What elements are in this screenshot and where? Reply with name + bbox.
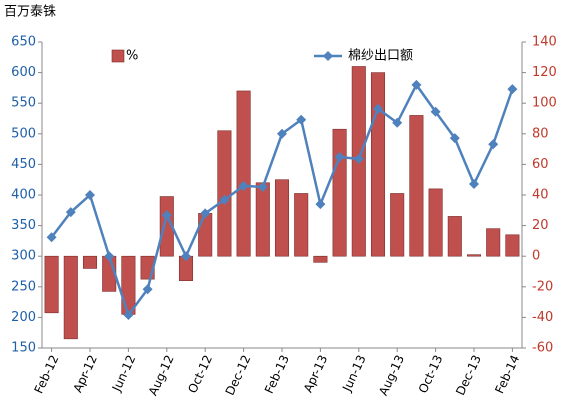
marker [181, 251, 191, 262]
x-tick-label: Feb-14 [492, 353, 522, 396]
bar [159, 196, 174, 257]
x-tick-label: Aug-12 [146, 353, 177, 398]
bar [236, 90, 251, 257]
y-tick-label: 250 [11, 279, 36, 294]
y-tick-label: 650 [11, 35, 36, 50]
marker [392, 117, 403, 128]
marker [449, 133, 460, 144]
y-axis-label: 百万泰铢 [4, 4, 56, 20]
bar [486, 228, 501, 257]
legend-label: 棉纱出口额 [348, 49, 413, 64]
y-tick-label: 350 [11, 218, 36, 233]
y2-tick-label: 140 [532, 35, 557, 50]
y-tick-label: 600 [11, 65, 36, 80]
bar [505, 234, 520, 257]
marker [65, 207, 76, 218]
bar [217, 130, 232, 257]
x-tick-label: Apr-12 [70, 353, 99, 395]
bar [274, 179, 290, 257]
bar [332, 128, 347, 257]
bar [409, 115, 424, 257]
bar [198, 213, 213, 257]
y2-tick-label: -60 [532, 341, 553, 356]
legend-label: % [126, 49, 138, 64]
marker [161, 210, 172, 221]
y-tick-label: 200 [11, 310, 36, 325]
marker [104, 251, 115, 262]
marker [469, 178, 479, 189]
y2-tick-label: -40 [532, 310, 553, 325]
x-tick-label: Oct-13 [416, 353, 446, 395]
marker [411, 79, 422, 90]
x-tick-label: Feb-12 [32, 353, 62, 396]
y2-tick-label: 60 [532, 157, 549, 172]
x-tick-label: Apr-13 [301, 353, 330, 395]
marker [46, 232, 57, 243]
bar [255, 182, 270, 257]
marker [123, 309, 134, 320]
marker [488, 139, 499, 150]
x-tick-label: Jun-12 [109, 353, 138, 395]
y2-tick-label: 100 [532, 96, 557, 111]
y2-tick-label: 40 [532, 188, 549, 203]
marker [373, 103, 383, 114]
bar [294, 193, 309, 257]
marker [353, 153, 364, 164]
legend-swatch [111, 49, 125, 63]
marker [296, 114, 307, 125]
bar [63, 255, 78, 340]
x-tick-label: Feb-13 [262, 353, 292, 396]
x-tick-label: Dec-12 [223, 353, 254, 398]
y-tick-label: 550 [11, 96, 36, 111]
bar [121, 255, 136, 315]
y2-tick-label: -20 [532, 279, 553, 294]
legend-swatch [323, 51, 333, 61]
bar [466, 254, 482, 257]
y-tick-label: 300 [11, 249, 36, 264]
y-tick-label: 500 [11, 126, 36, 141]
marker [142, 284, 153, 295]
marker [219, 194, 230, 205]
y2-tick-label: 0 [532, 249, 540, 264]
marker [238, 180, 249, 191]
x-tick-label: Jun-13 [339, 353, 368, 395]
bar [447, 216, 462, 257]
marker [257, 182, 268, 193]
bar [370, 72, 386, 257]
marker [334, 152, 345, 163]
bar [390, 193, 405, 257]
bar [428, 188, 443, 257]
marker [200, 208, 211, 219]
marker [430, 106, 441, 117]
marker [85, 190, 95, 200]
marker [315, 199, 326, 210]
marker [277, 128, 287, 139]
x-tick-label: Aug-13 [376, 353, 407, 398]
x-tick-label: Oct-12 [185, 353, 215, 395]
bar [313, 255, 328, 263]
marker [507, 84, 518, 95]
bar [44, 255, 59, 314]
y2-tick-label: 20 [532, 218, 549, 233]
y-tick-label: 400 [11, 188, 36, 203]
y-tick-label: 450 [11, 157, 36, 172]
x-tick-label: Dec-13 [453, 353, 484, 398]
y2-tick-label: 120 [532, 65, 557, 80]
bar [82, 255, 98, 269]
y-tick-label: 150 [11, 341, 36, 356]
y2-tick-label: 80 [532, 126, 549, 141]
